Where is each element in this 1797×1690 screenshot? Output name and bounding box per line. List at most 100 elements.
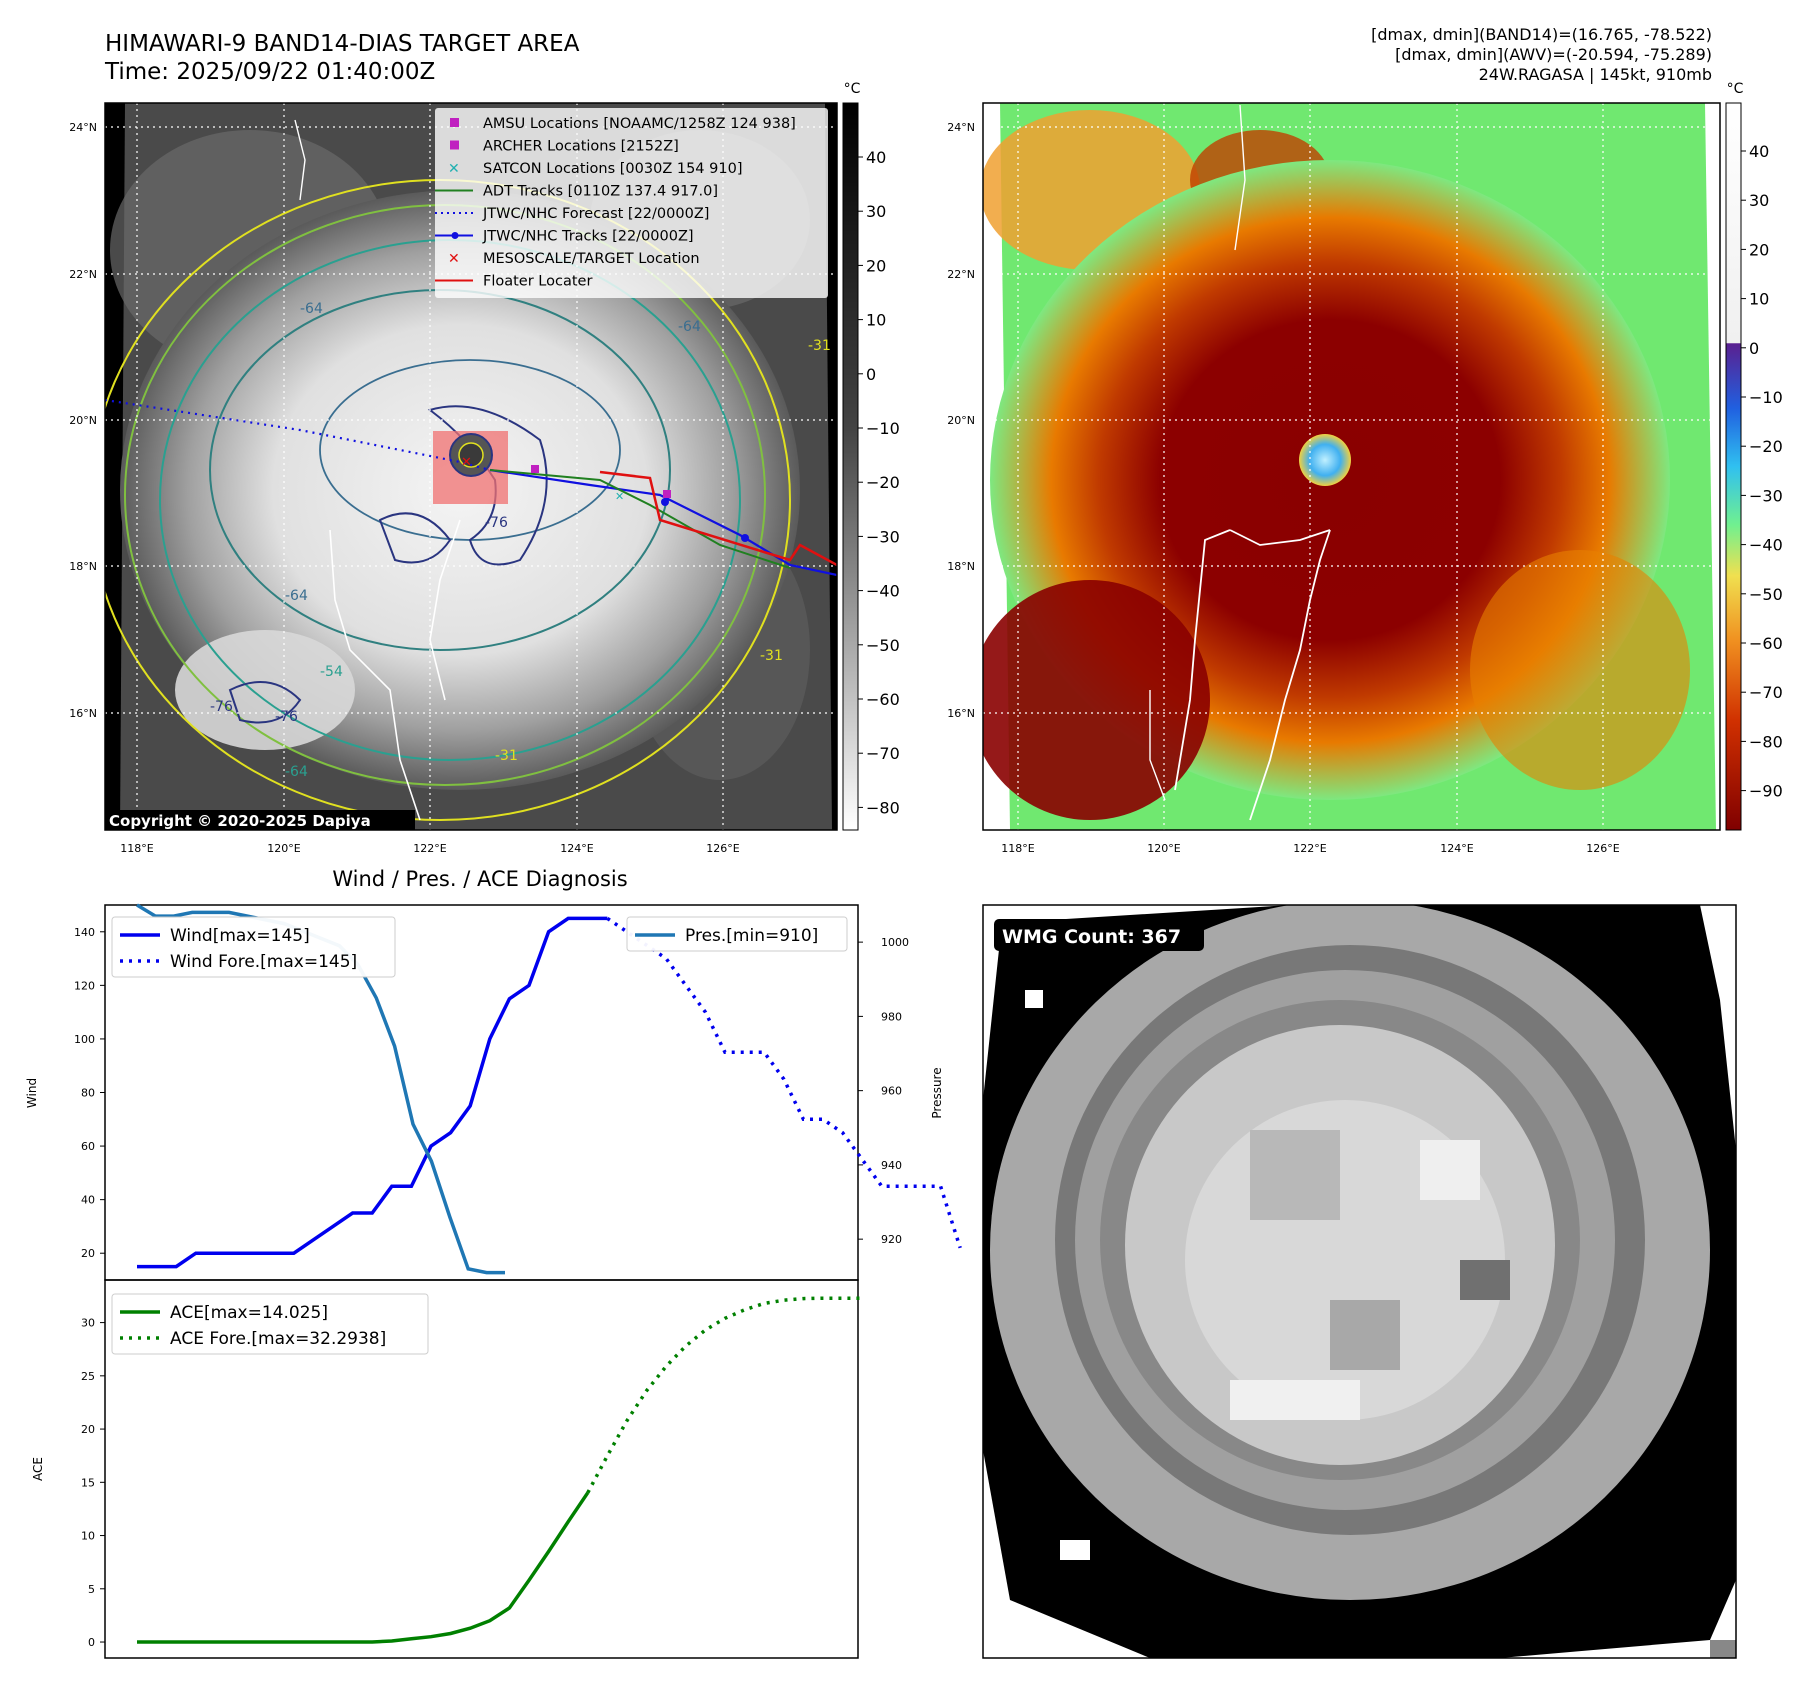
contour-label: -31	[760, 648, 783, 664]
legend-marker: ✕	[448, 251, 460, 267]
figure-time: Time: 2025/09/22 01:40:00Z	[104, 59, 435, 85]
colorbar-tick-label: −30	[866, 527, 900, 546]
colorbar-tick-label: −20	[1749, 437, 1783, 456]
lat-tick-label: 18°N	[69, 560, 97, 573]
lat-tick-label: 20°N	[69, 414, 97, 427]
lat-tick-label: 16°N	[69, 707, 97, 720]
ir-colorbar	[842, 102, 859, 831]
lon-tick-label: 122°E	[413, 842, 446, 855]
colorbar-unit: °C	[1727, 81, 1744, 97]
colorbar-unit: °C	[844, 81, 861, 97]
contour-label: -76	[485, 515, 508, 531]
y-tick-label: 80	[81, 1087, 95, 1100]
contour-label: -76	[210, 699, 233, 715]
y-tick-label: 15	[81, 1476, 95, 1489]
lon-tick-label: 118°E	[120, 842, 153, 855]
y2-tick-label: 960	[881, 1085, 902, 1098]
contour-label: -31	[808, 338, 831, 354]
lat-tick-label: 22°N	[69, 268, 97, 281]
y-axis-label: Wind	[25, 1078, 39, 1108]
lon-tick-label: 124°E	[1440, 842, 1473, 855]
figure-title: HIMAWARI-9 BAND14-DIAS TARGET AREA	[105, 31, 580, 57]
legend-label: ACE Fore.[max=32.2938]	[170, 1329, 386, 1349]
series-line-wind-max-	[137, 916, 608, 1269]
colorbar-tick-label: −30	[1749, 486, 1783, 505]
colorbar-tick-label: −70	[866, 744, 900, 763]
colorbar-tick-label: −40	[866, 582, 900, 601]
colorbar-tick-label: 30	[866, 202, 886, 221]
colorbar-tick-label: −10	[1749, 388, 1783, 407]
lat-tick-label: 24°N	[947, 121, 975, 134]
ir-map-panel: ✕ ✕ -64 -64 -76 -64 -54 -76 -76 -64 -31 …	[69, 81, 900, 855]
y-tick-label: 20	[81, 1423, 95, 1436]
y-tick-label: 5	[88, 1583, 95, 1596]
contour-label: -76	[275, 709, 298, 725]
wmg-count-badge: WMG Count: 367	[1002, 926, 1181, 948]
series-line-ace-fore-max-	[586, 1296, 863, 1494]
contour-label: -64	[285, 588, 308, 604]
awv-stats: [dmax, dmin](AWV)=(-20.594, -75.289)	[1395, 45, 1712, 64]
awv-colorbar	[1725, 102, 1742, 831]
legend-entry: JTWC/NHC Forecast [22/0000Z]	[482, 206, 709, 222]
chart-title: Wind / Pres. / ACE Diagnosis	[332, 867, 627, 891]
y-tick-label: 120	[74, 979, 95, 992]
y-tick-label: 30	[81, 1317, 95, 1330]
legend-entry: AMSU Locations [NOAAMC/1258Z 124 938]	[483, 116, 796, 132]
legend-label: ACE[max=14.025]	[170, 1303, 328, 1323]
series-line-ace-max-	[137, 1491, 590, 1644]
colorbar-tick-label: −70	[1749, 683, 1783, 702]
y-tick-label: 25	[81, 1370, 95, 1383]
y-axis-label: ACE	[31, 1457, 45, 1481]
chart-legend	[111, 1293, 429, 1355]
svg-text:✕: ✕	[461, 455, 472, 470]
wmg-panel: WMG Count: 367	[982, 904, 1737, 1659]
lat-tick-label: 20°N	[947, 414, 975, 427]
colorbar-tick-label: 10	[1749, 290, 1769, 309]
colorbar-tick-label: 20	[866, 256, 886, 275]
y2-tick-label: 1000	[881, 936, 909, 949]
colorbar-tick-label: −90	[1749, 782, 1783, 801]
colorbar-tick-label: 10	[866, 311, 886, 330]
wind-pressure-chart: Wind Pressure 20 40 60 80 100 120 140 920 940 960…	[25, 903, 962, 1281]
y-tick-label: 40	[81, 1194, 95, 1207]
legend-entry: MESOSCALE/TARGET Location	[483, 251, 700, 267]
lat-tick-label: 16°N	[947, 707, 975, 720]
y2-axis-label: Pressure	[930, 1067, 944, 1118]
colorbar-tick-label: 0	[866, 365, 876, 384]
colorbar-tick-label: −80	[866, 798, 900, 817]
contour-label: -54	[320, 664, 343, 680]
awv-map-panel: 24°N 22°N 20°N 18°N 16°N 118°E 120°E 122°E 124°E…	[947, 81, 1783, 855]
storm-info: 24W.RAGASA | 145kt, 910mb	[1479, 65, 1712, 84]
legend-marker	[450, 118, 459, 127]
y-tick-label: 60	[81, 1140, 95, 1153]
band14-stats: [dmax, dmin](BAND14)=(16.765, -78.522)	[1371, 25, 1712, 44]
colorbar-tick-label: 20	[1749, 240, 1769, 259]
colorbar-tick-label: −10	[866, 419, 900, 438]
chart-legend	[111, 916, 396, 978]
y-tick-label: 10	[81, 1530, 95, 1543]
legend-entry: SATCON Locations [0030Z 154 910]	[483, 161, 742, 177]
lon-tick-label: 120°E	[267, 842, 300, 855]
colorbar-tick-label: −50	[866, 636, 900, 655]
colorbar-tick-label: −60	[866, 690, 900, 709]
contour-label: -31	[495, 748, 518, 764]
legend-entry: ADT Tracks [0110Z 137.4 917.0]	[483, 184, 718, 200]
legend-label: Wind Fore.[max=145]	[170, 952, 357, 972]
series-line-wind-fore-max-	[606, 916, 962, 1249]
legend-entry: ARCHER Locations [2152Z]	[483, 139, 679, 155]
lon-tick-label: 126°E	[1586, 842, 1619, 855]
copyright-label: Copyright © 2020-2025 Dapiya	[109, 812, 371, 830]
map-legend: AMSU Locations [NOAAMC/1258Z 124 938] ARC…	[435, 108, 828, 298]
legend-label: Wind[max=145]	[170, 926, 310, 946]
colorbar-tick-label: −60	[1749, 634, 1783, 653]
lon-tick-label: 118°E	[1001, 842, 1034, 855]
legend-entry: JTWC/NHC Tracks [22/0000Z]	[482, 229, 694, 245]
y2-tick-label: 920	[881, 1233, 902, 1246]
svg-text:✕: ✕	[615, 490, 624, 503]
legend-marker: ✕	[448, 161, 460, 177]
colorbar-tick-label: 30	[1749, 191, 1769, 210]
colorbar-tick-label: −50	[1749, 585, 1783, 604]
lat-tick-label: 22°N	[947, 268, 975, 281]
ace-chart: ACE 0 5 10 15 20 25 30 ACE[max=14.025] ACE Fore.…	[31, 1279, 863, 1659]
y2-tick-label: 980	[881, 1010, 902, 1023]
